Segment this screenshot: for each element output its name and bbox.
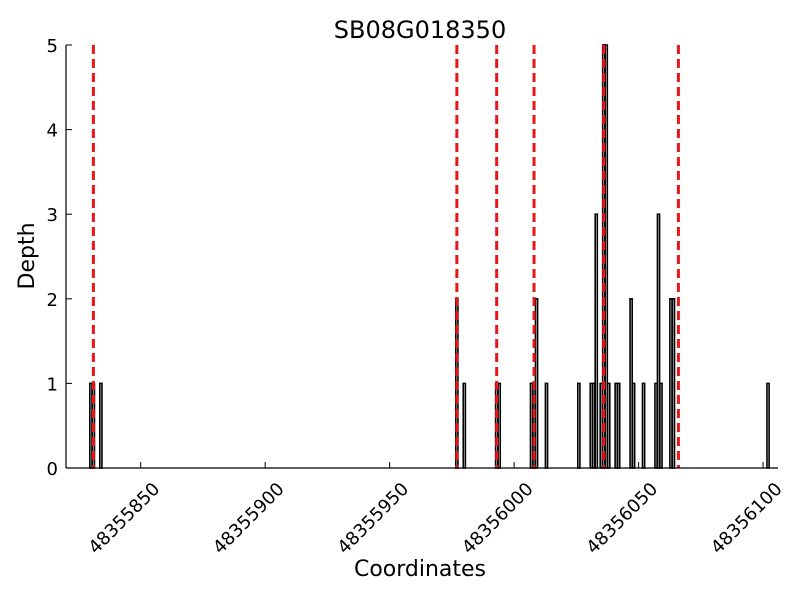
y-axis-label: Depth (15, 222, 40, 289)
y-tick-label: 0 (47, 459, 58, 480)
depth-bar (631, 382, 636, 469)
plot-area: 0 1 2 3 4 5 48355850 48355900 48355950 48356000 48… (47, 36, 787, 558)
x-tick-label: 48355900 (209, 479, 289, 559)
x-tick-label: 48356100 (707, 479, 787, 559)
x-axis-label: Coordinates (354, 557, 486, 582)
depth-bar (594, 213, 599, 469)
y-tick-label: 4 (47, 121, 58, 142)
depth-bar (544, 382, 549, 469)
depth-bar (497, 382, 502, 469)
depth-bar (659, 382, 663, 469)
x-tick-label: 48356050 (582, 479, 662, 559)
chart-title: SB08G018350 (334, 16, 506, 44)
depth-bar (616, 382, 621, 469)
y-tick-label: 2 (47, 290, 58, 311)
depth-bar (606, 382, 611, 469)
x-tick-label: 48356000 (458, 479, 538, 559)
depth-bar (534, 297, 539, 469)
depth-bar (641, 382, 646, 469)
x-tick-label: 48355950 (334, 479, 414, 559)
depth-bar (766, 382, 770, 469)
y-tick-label: 3 (47, 205, 58, 226)
depth-bar (99, 382, 103, 469)
depth-bar (671, 297, 676, 469)
x-tick-label: 48355850 (85, 479, 165, 559)
y-tick-label: 5 (47, 36, 58, 57)
y-tick-label: 1 (47, 374, 58, 395)
depth-bar (576, 382, 581, 469)
depth-bar (462, 382, 467, 469)
